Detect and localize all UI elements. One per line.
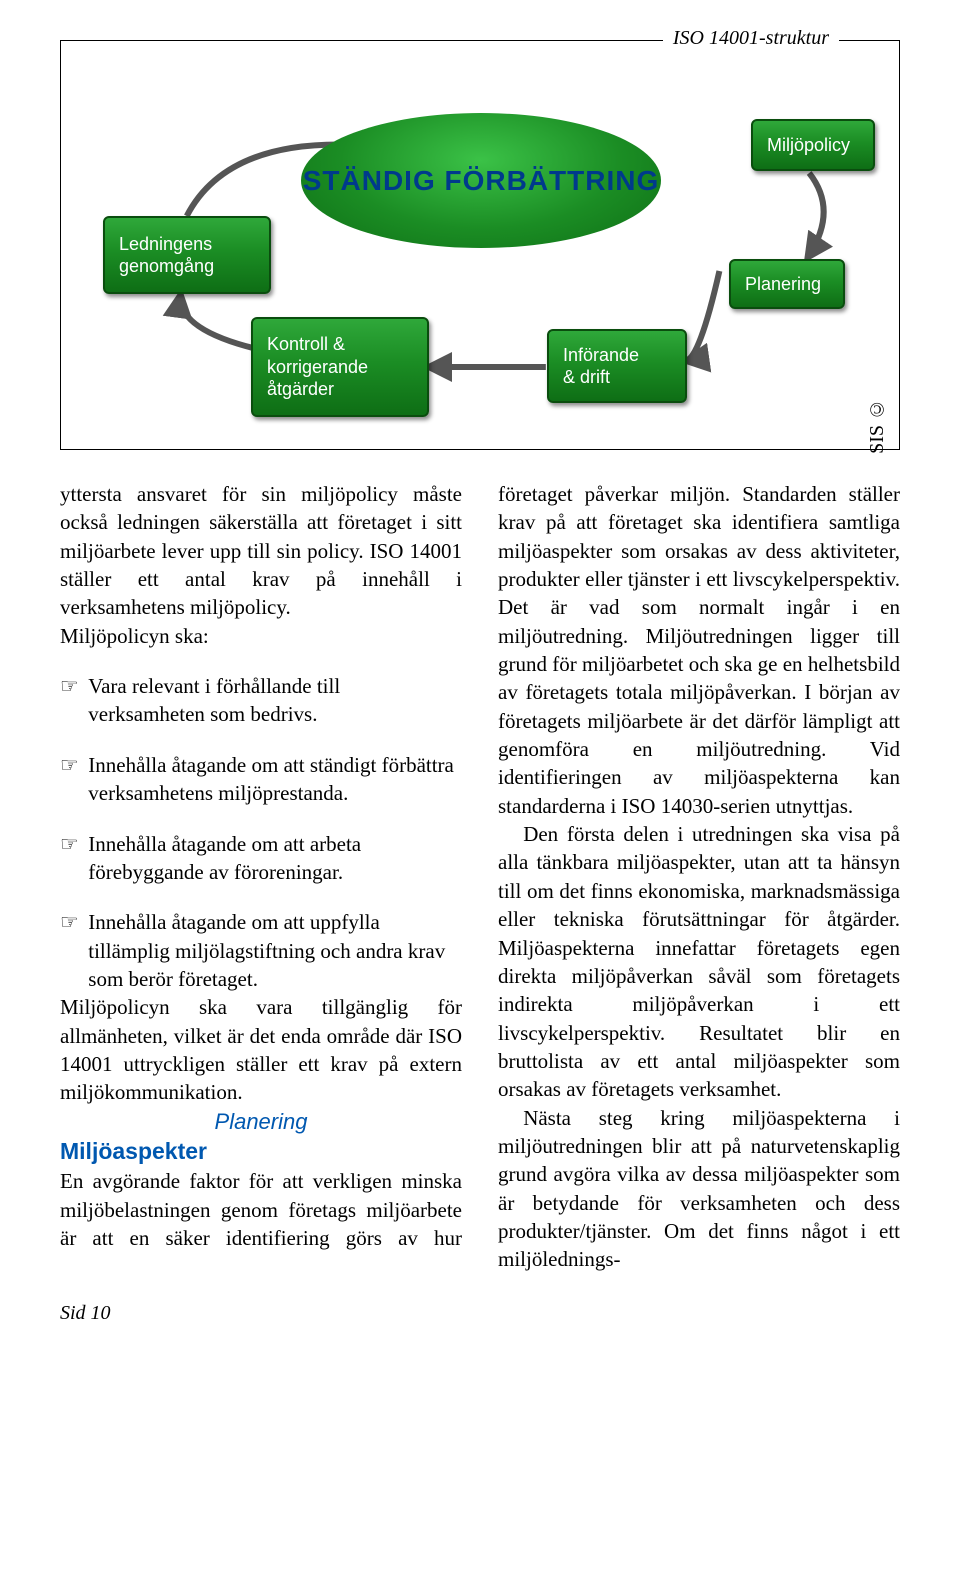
bullet-item: ☞ Innehålla åtagande om att ständigt för… bbox=[60, 751, 462, 808]
paragraph: Den första delen i utredningen ska visa … bbox=[498, 820, 900, 1103]
center-ellipse-label: STÄNDIG FÖRBÄTTRING bbox=[303, 165, 660, 197]
box-label: Införande & drift bbox=[563, 344, 639, 389]
figure-frame: ISO 14001-struktur STÄNDIG FÖRBÄTTRING L… bbox=[60, 40, 900, 450]
box-label: Miljöpolicy bbox=[767, 134, 850, 157]
bullet-text: Innehålla åtagande om att uppfylla tillä… bbox=[88, 908, 462, 993]
box-miljopolicy: Miljöpolicy bbox=[751, 119, 875, 171]
bullet-text: Vara relevant i förhållande till verksam… bbox=[88, 672, 462, 729]
page-number: Sid 10 bbox=[60, 1302, 900, 1325]
paragraph: Miljöpolicyn ska vara tillgänglig för al… bbox=[60, 993, 462, 1106]
bullet-item: ☞ Vara relevant i förhållande till verks… bbox=[60, 672, 462, 729]
figure-legend: ISO 14001-struktur bbox=[663, 27, 839, 50]
section-heading-planering: Planering bbox=[60, 1107, 462, 1137]
paragraph: Nästa steg kring miljöaspekterna i miljö… bbox=[498, 1104, 900, 1274]
bullet-item: ☞ Innehålla åtagande om att arbeta föreb… bbox=[60, 830, 462, 887]
box-ledningens-genomgang: Ledningens genomgång bbox=[103, 216, 271, 294]
bullet-text: Innehålla åtagande om att arbeta förebyg… bbox=[88, 830, 462, 887]
pointing-hand-icon: ☞ bbox=[60, 672, 79, 729]
pointing-hand-icon: ☞ bbox=[60, 751, 79, 808]
pointing-hand-icon: ☞ bbox=[60, 908, 79, 993]
box-inforande-drift: Införande & drift bbox=[547, 329, 687, 403]
box-label: Planering bbox=[745, 273, 821, 296]
paragraph: yttersta ansvaret för sin miljöpolicy må… bbox=[60, 480, 462, 622]
section-heading-miljoaspekter: Miljöaspekter bbox=[60, 1136, 462, 1167]
list-intro: Miljöpolicyn ska: bbox=[60, 622, 462, 650]
pointing-hand-icon: ☞ bbox=[60, 830, 79, 887]
body-text: yttersta ansvaret för sin miljöpolicy må… bbox=[60, 480, 900, 1274]
box-planering: Planering bbox=[729, 259, 845, 309]
center-ellipse: STÄNDIG FÖRBÄTTRING bbox=[301, 113, 661, 248]
bullet-text: Innehålla åtagande om att ständigt förbä… bbox=[88, 751, 462, 808]
box-label: Ledningens genomgång bbox=[119, 233, 214, 278]
box-label: Kontroll & korrigerande åtgärder bbox=[267, 333, 368, 401]
diagram: STÄNDIG FÖRBÄTTRING Ledningens genomgång… bbox=[81, 61, 879, 421]
bullet-item: ☞ Innehålla åtagande om att uppfylla til… bbox=[60, 908, 462, 993]
box-kontroll-korrigerande: Kontroll & korrigerande åtgärder bbox=[251, 317, 429, 417]
